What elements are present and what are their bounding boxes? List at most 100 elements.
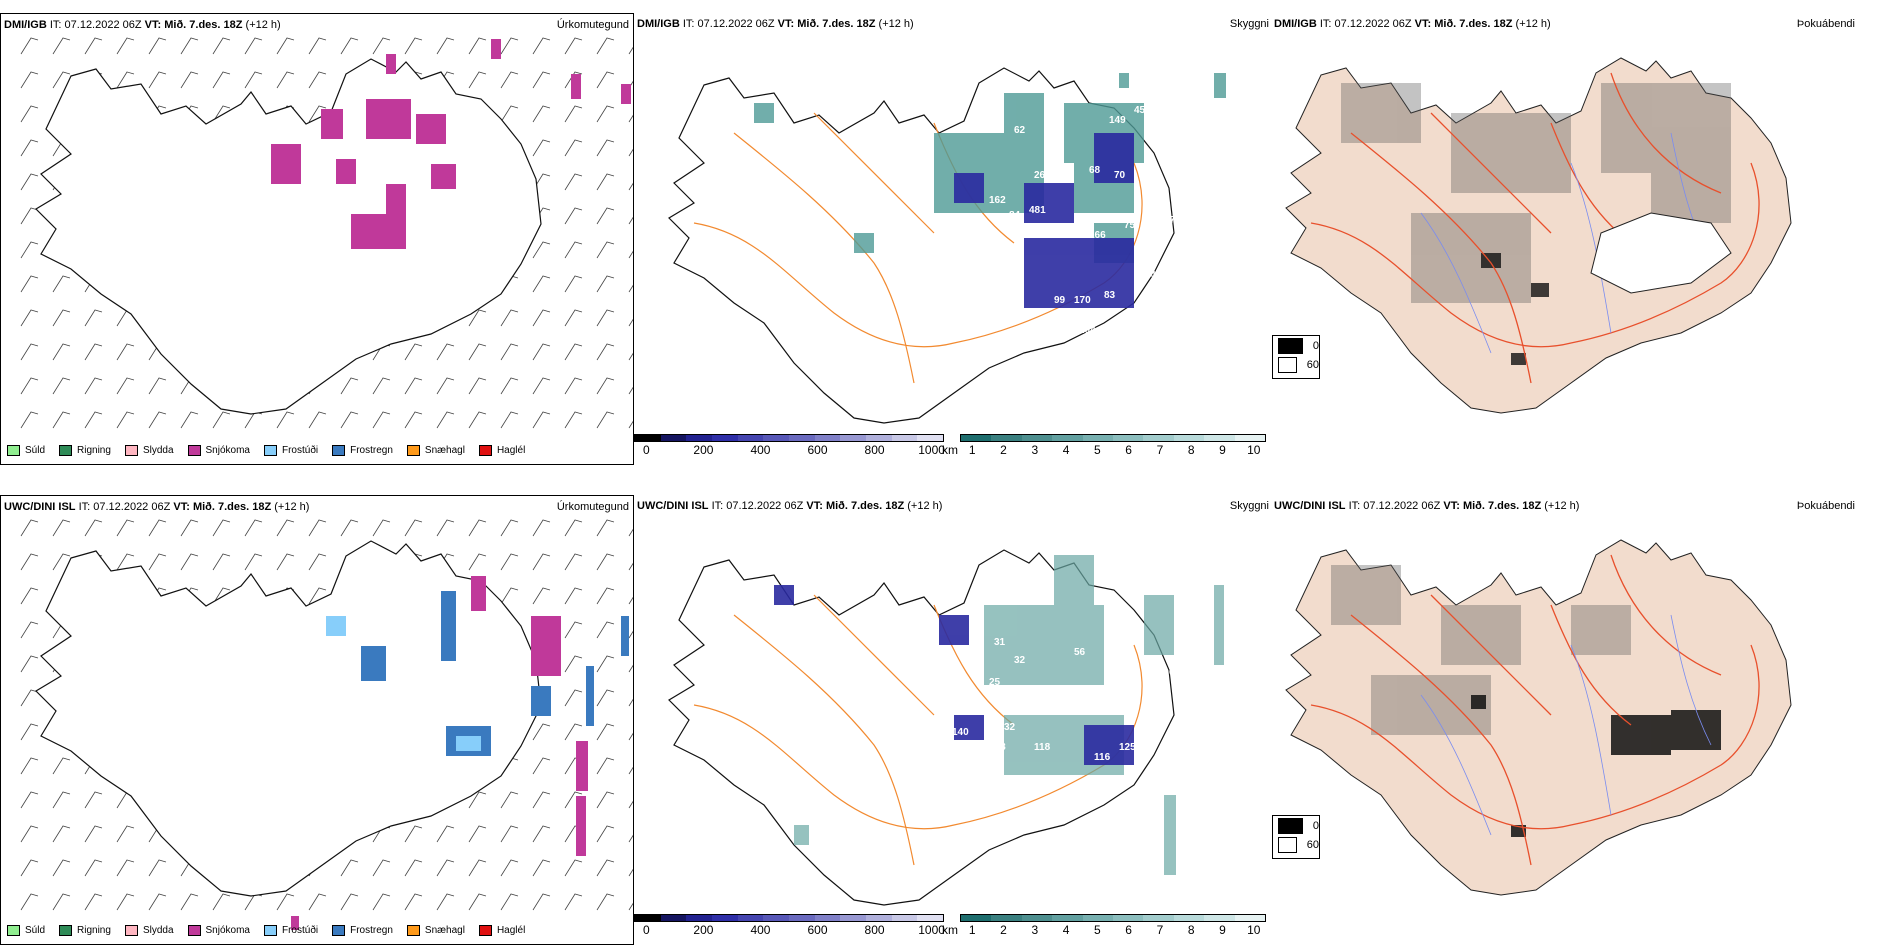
legend-label: Snjókoma bbox=[205, 925, 250, 936]
colorbar-segment bbox=[891, 915, 918, 921]
cloud-base-value: 116 bbox=[1094, 752, 1111, 763]
colorbar-segment bbox=[1173, 435, 1205, 441]
wind-barb bbox=[404, 37, 423, 55]
colorbar-tick: 8 bbox=[1187, 923, 1195, 937]
cloud-base-value: 25 bbox=[1174, 155, 1186, 166]
colorbar-tick: 5 bbox=[1094, 923, 1101, 937]
fog-dark-areas bbox=[1471, 695, 1721, 837]
wind-barb bbox=[564, 309, 583, 327]
colorbar-segment bbox=[686, 435, 713, 441]
wind-barb bbox=[564, 791, 583, 809]
cloud-base-value: 70 bbox=[1114, 170, 1126, 181]
colorbar-tick: 400 bbox=[750, 443, 771, 457]
colorbar-segment bbox=[712, 435, 738, 441]
wind-barb bbox=[628, 528, 633, 537]
cloud-base-value: 202 bbox=[1059, 230, 1076, 241]
wind-barb bbox=[596, 757, 615, 775]
colorbar-segment bbox=[1021, 915, 1053, 921]
legend-item: Snæhagl bbox=[406, 445, 465, 456]
roads bbox=[1310, 554, 1760, 866]
wind-barb bbox=[20, 105, 39, 123]
wind-barb bbox=[148, 859, 167, 877]
wind-barb bbox=[628, 250, 633, 259]
colorbar-segment bbox=[917, 915, 944, 921]
colorbar-segment bbox=[991, 915, 1022, 921]
colorbar-tick: 3 bbox=[1031, 443, 1039, 457]
wind-barb bbox=[596, 343, 615, 361]
wind-barb bbox=[500, 411, 519, 429]
legend-swatch bbox=[187, 445, 201, 456]
wind-barb bbox=[468, 553, 487, 571]
wind-barb bbox=[436, 343, 455, 361]
wind-barb bbox=[84, 309, 103, 327]
wind-barb bbox=[84, 343, 103, 361]
wind-barb bbox=[20, 241, 39, 259]
legend-label: Súld bbox=[25, 925, 46, 936]
cloud-base-value: 618 bbox=[1169, 667, 1186, 678]
wind-barb bbox=[308, 893, 327, 911]
wind-barb bbox=[596, 859, 615, 877]
colorbar-tick: 800 bbox=[864, 443, 885, 457]
wind-barb bbox=[20, 859, 39, 877]
wind-barb bbox=[340, 519, 359, 537]
wind-barb bbox=[564, 519, 583, 537]
cloud-base-colorbar: m02004006008001000 bbox=[634, 914, 945, 937]
colorbar-segment bbox=[635, 915, 661, 921]
wind-barb bbox=[20, 655, 39, 673]
wind-barb bbox=[564, 655, 583, 673]
colorbar-segment bbox=[1082, 915, 1114, 921]
iceland-map bbox=[1285, 539, 1792, 896]
wind-barb bbox=[564, 621, 583, 639]
wind-barb bbox=[20, 173, 39, 191]
wind-barb bbox=[564, 275, 583, 293]
colorbar-segment bbox=[1143, 435, 1174, 441]
colorbar-tick: 0 bbox=[643, 923, 650, 937]
wind-barb bbox=[276, 519, 295, 537]
wind-barb bbox=[84, 519, 103, 537]
cloud-base-value: 92 bbox=[984, 245, 996, 256]
freezing-rain-areas bbox=[361, 591, 629, 756]
wind-barb bbox=[276, 553, 295, 571]
wind-barb bbox=[20, 893, 39, 911]
snow-areas bbox=[271, 39, 631, 249]
cloud-base-labels: 31 32 25 56 197 618 140 32 268 118 116 125 bbox=[952, 637, 1186, 763]
wind-barb bbox=[404, 343, 423, 361]
colorbar-tick: 10 bbox=[1247, 923, 1261, 937]
wind-barb bbox=[372, 377, 391, 395]
wind-barb bbox=[116, 411, 135, 429]
coastline bbox=[668, 67, 1175, 424]
wind-barb bbox=[532, 411, 551, 429]
wind-barb bbox=[436, 37, 455, 55]
wind-barb bbox=[500, 377, 519, 395]
wind-barb bbox=[20, 757, 39, 775]
wind-barb bbox=[180, 411, 199, 429]
colorbar-tick: 800 bbox=[864, 923, 885, 937]
legend-swatch bbox=[7, 445, 20, 456]
cloud-base-value: 26 bbox=[1034, 170, 1046, 181]
colorbar-segment bbox=[1113, 435, 1144, 441]
wind-barb bbox=[628, 318, 633, 327]
panel-label: Þokuábendi bbox=[1796, 18, 1855, 30]
wind-barb bbox=[596, 689, 615, 707]
wind-barb bbox=[212, 587, 231, 605]
wind-barb bbox=[628, 664, 633, 673]
wind-barb bbox=[468, 893, 487, 911]
legend-item: Súld bbox=[7, 925, 45, 936]
wind-barb bbox=[276, 893, 295, 911]
iceland-map bbox=[1285, 57, 1792, 414]
wind-barb bbox=[596, 377, 615, 395]
wind-barb bbox=[212, 553, 231, 571]
colorbar-segment bbox=[866, 435, 892, 441]
wind-barb bbox=[468, 411, 487, 429]
wind-barb bbox=[116, 859, 135, 877]
wind-barb bbox=[468, 71, 487, 89]
wind-barb bbox=[500, 587, 519, 605]
colorbar-segment bbox=[1204, 435, 1235, 441]
colorbar-segment bbox=[1234, 915, 1266, 921]
wind-barb bbox=[468, 343, 487, 361]
colorbar-segment bbox=[1234, 435, 1266, 441]
legend-label: Snjókoma bbox=[205, 445, 250, 456]
panel-title: DMI/IGB IT: 07.12.2022 06Z VT: Mið. 7.de… bbox=[637, 18, 914, 30]
land-fill bbox=[1285, 57, 1792, 414]
